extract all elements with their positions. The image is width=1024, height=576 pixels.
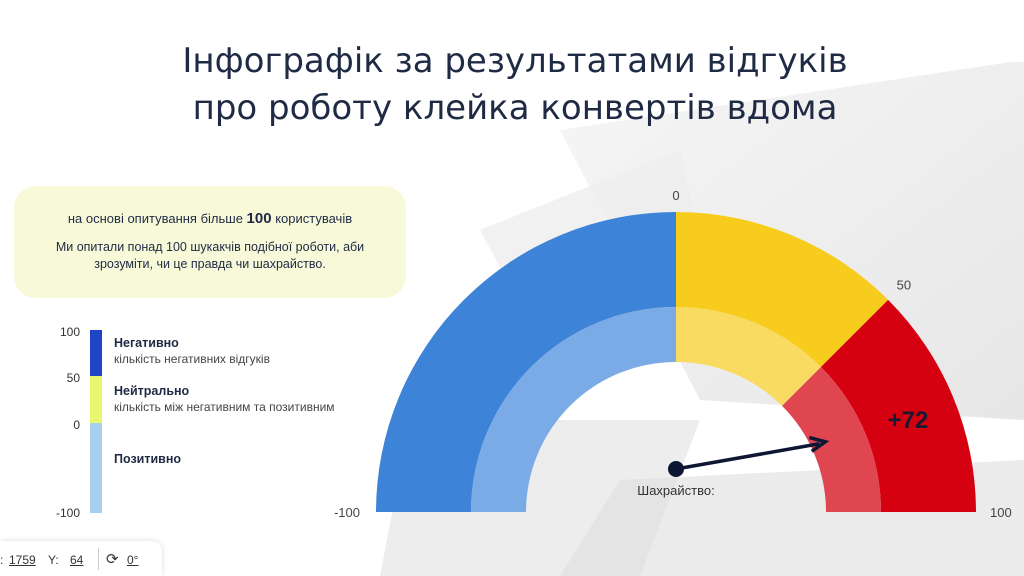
legend-tick: 0 xyxy=(73,418,80,432)
y-label: Y: xyxy=(48,553,59,567)
y-value[interactable]: 64 xyxy=(70,553,84,567)
survey-size-suffix: користувачів xyxy=(271,211,353,226)
legend-tick: 100 xyxy=(59,325,80,339)
coordinate-toolbar: : 1759 Y: 64 ⟳ 0° xyxy=(0,541,162,576)
gauge-tick-label: -100 xyxy=(334,505,360,520)
survey-size-number: 100 xyxy=(246,210,272,227)
gauge-needle-pivot xyxy=(668,461,684,477)
title-line-2: про роботу клейка конвертів вдома xyxy=(192,88,838,128)
gauge-tick-label: 100 xyxy=(990,505,1012,520)
legend-bar-negative xyxy=(90,330,102,376)
gauge-needle xyxy=(675,442,820,471)
page-title: Інфографік за результатами відгуків про … xyxy=(120,38,910,132)
survey-size-prefix: на основі опитування більше xyxy=(67,211,247,226)
gauge-needle-head xyxy=(808,435,830,453)
x-label: : xyxy=(0,553,4,567)
gauge-segment-inner-1 xyxy=(676,307,821,406)
legend-tick: -100 xyxy=(55,506,80,520)
survey-description: Ми опитали понад 100 шукакчів подібної р… xyxy=(55,240,365,271)
rotation-value[interactable]: 0° xyxy=(127,553,139,567)
legend-neutral-title: Нейтрально xyxy=(114,384,190,398)
title-line-1: Інфографік за результатами відгуків xyxy=(182,41,848,81)
gauge-needle-label: Шахрайство: xyxy=(637,483,714,498)
toolbar-divider xyxy=(98,548,99,570)
rotate-icon[interactable]: ⟳ xyxy=(106,551,119,568)
legend-tick: 50 xyxy=(66,371,80,385)
legend-bar-positive xyxy=(90,423,102,513)
legend-negative-title: Негативно xyxy=(114,336,179,350)
x-value[interactable]: 1759 xyxy=(9,553,36,567)
gauge-value-label: +72 xyxy=(888,407,929,434)
gauge-tick-label: 0 xyxy=(672,188,679,203)
gauge-segment-inner-0 xyxy=(471,307,676,512)
legend-bar-neutral xyxy=(90,376,102,423)
legend-neutral-desc: кількість між негативним та позитивним xyxy=(114,400,335,414)
survey-size-text: на основі опитування більше 100 користув… xyxy=(14,210,406,227)
gauge-segment-outer-2 xyxy=(820,299,976,512)
gauge-segment-inner-2 xyxy=(782,367,881,512)
legend-positive-title: Позитивно xyxy=(114,452,182,466)
survey-info-box: на основі опитування більше 100 користув… xyxy=(14,186,406,298)
gauge-tick-label: 50 xyxy=(897,277,911,292)
scale-legend: 100 50 0 -100 Негативно кількість негати… xyxy=(40,320,370,520)
legend-negative-desc: кількість негативних відгуків xyxy=(114,352,270,366)
gauge-segment-outer-0 xyxy=(376,212,676,512)
gauge-segment-outer-1 xyxy=(676,212,889,368)
